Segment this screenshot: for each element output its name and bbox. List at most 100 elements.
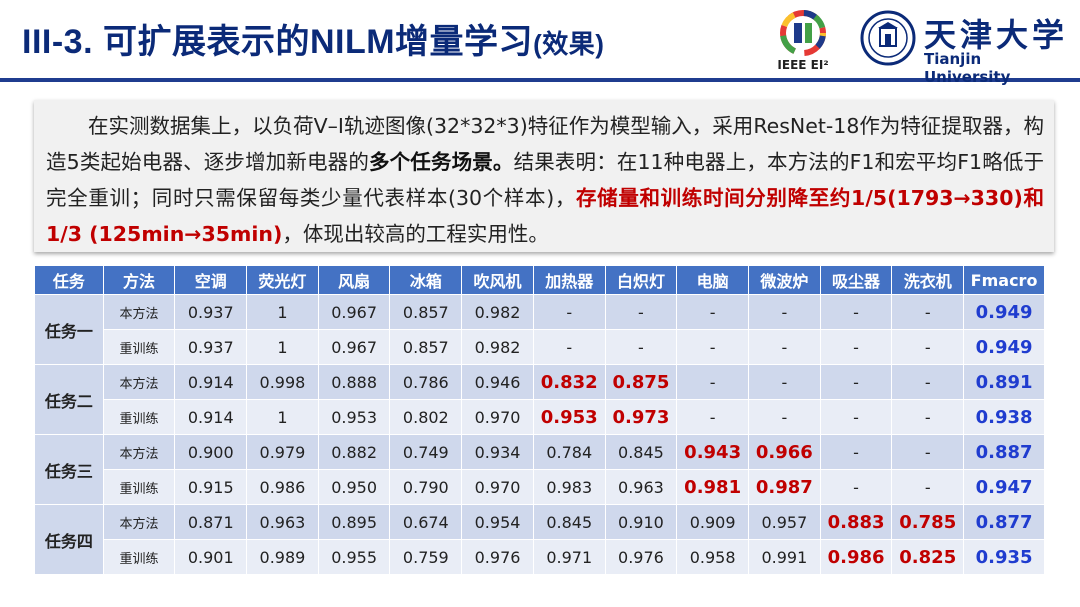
value-cell: 0.901 — [174, 539, 248, 575]
value-cell: - — [604, 294, 678, 330]
value-cell: - — [604, 329, 678, 365]
new-appliance-cell: 0.953 — [532, 399, 606, 435]
ieee-ei-emblem-icon — [780, 10, 826, 56]
value-cell: - — [532, 329, 606, 365]
fmacro-cell: 0.938 — [963, 399, 1045, 435]
university-name-en: Tianjin University — [924, 50, 1011, 86]
header-fmacro: Fmacro — [963, 265, 1045, 295]
header-incandescent-lamp: 白炽灯 — [604, 265, 678, 295]
new-appliance-cell: 0.987 — [748, 469, 821, 505]
summary-text-2: 结果表明：在11种电器上，本方法的F1和宏平均F1略低于完全重训；同时只需保留每… — [46, 150, 1045, 210]
summary-text-3: ，体现出较高的工程实用性。 — [282, 222, 549, 246]
value-cell: - — [676, 399, 749, 435]
header-air-conditioner: 空调 — [174, 265, 248, 295]
table-row: 任务三 本方法 0.900 0.979 0.882 0.749 0.934 0.… — [34, 434, 1045, 505]
table-row: 重训练 0.937 1 0.967 0.857 0.982 - - - - - … — [35, 329, 1045, 365]
value-cell: 0.979 — [246, 434, 319, 470]
value-cell: 0.982 — [461, 329, 534, 365]
value-cell: 0.914 — [174, 399, 248, 435]
value-cell: - — [891, 434, 965, 470]
value-cell: - — [891, 469, 965, 505]
slide-title-sub: (效果) — [533, 29, 605, 59]
value-cell: 0.957 — [748, 504, 821, 540]
table-row: 重训练 0.901 0.989 0.955 0.759 0.976 0.971 … — [35, 539, 1045, 575]
value-cell: 0.967 — [317, 294, 391, 330]
value-cell: - — [819, 399, 893, 435]
value-cell: - — [748, 399, 821, 435]
value-cell: - — [891, 294, 965, 330]
value-cell: - — [748, 364, 821, 400]
table-row: 任务一 本方法 0.937 1 0.967 0.857 0.982 - - - … — [34, 294, 1045, 365]
value-cell: - — [819, 294, 893, 330]
new-appliance-cell: 0.973 — [604, 399, 678, 435]
university-name-cn: 天津大学 — [924, 16, 1069, 54]
value-cell: - — [891, 329, 965, 365]
fmacro-cell: 0.935 — [963, 539, 1045, 575]
value-cell: 0.674 — [389, 504, 463, 540]
table-row: 重训练 0.914 1 0.953 0.802 0.970 0.953 0.97… — [35, 399, 1045, 435]
fmacro-cell: 0.949 — [963, 329, 1045, 365]
summary-paragraph: 在实测数据集上，以负荷V–I轨迹图像(32*32*3)特征作为模型输入，采用Re… — [34, 100, 1054, 252]
value-cell: 0.934 — [461, 434, 534, 470]
task-label: 任务四 — [34, 504, 104, 575]
fmacro-cell: 0.877 — [963, 504, 1045, 540]
value-cell: 0.970 — [461, 469, 534, 505]
value-cell: 0.950 — [317, 469, 391, 505]
value-cell: 0.871 — [174, 504, 248, 540]
summary-text-1: 在实测数据集上，以负荷V–I轨迹图像(32*32*3)特征作为模型输入，采用Re… — [46, 114, 1044, 174]
value-cell: 0.953 — [317, 399, 391, 435]
method-cell: 本方法 — [102, 504, 176, 540]
value-cell: - — [891, 364, 965, 400]
method-cell: 本方法 — [102, 364, 176, 400]
slide-title: III-3. 可扩展表示的NILM增量学习(效果) — [22, 14, 604, 63]
value-cell: - — [819, 329, 893, 365]
header-hair-dryer: 吹风机 — [461, 265, 534, 295]
new-appliance-cell: 0.981 — [676, 469, 749, 505]
header-computer: 电脑 — [676, 265, 749, 295]
value-cell: 0.857 — [389, 329, 463, 365]
fmacro-cell: 0.891 — [963, 364, 1045, 400]
table-row: 重训练 0.915 0.986 0.950 0.790 0.970 0.983 … — [35, 469, 1045, 505]
value-cell: 0.982 — [461, 294, 534, 330]
value-cell: 0.845 — [532, 504, 606, 540]
value-cell: - — [819, 364, 893, 400]
header-washer: 洗衣机 — [891, 265, 965, 295]
new-appliance-cell: 0.966 — [748, 434, 821, 470]
fmacro-cell: 0.887 — [963, 434, 1045, 470]
value-cell: 0.954 — [461, 504, 534, 540]
value-cell: 0.986 — [246, 469, 319, 505]
value-cell: 0.955 — [317, 539, 391, 575]
slide-title-main: III-3. 可扩展表示的NILM增量学习 — [22, 23, 534, 61]
fmacro-cell: 0.947 — [963, 469, 1045, 505]
value-cell: 0.976 — [604, 539, 678, 575]
new-appliance-cell: 0.943 — [676, 434, 749, 470]
value-cell: 0.845 — [604, 434, 678, 470]
value-cell: 0.971 — [532, 539, 606, 575]
value-cell: - — [819, 434, 893, 470]
value-cell: - — [819, 469, 893, 505]
value-cell: 0.937 — [174, 329, 248, 365]
method-cell: 本方法 — [102, 434, 176, 470]
value-cell: 0.759 — [389, 539, 463, 575]
ieee-ei-caption: IEEE EI² — [777, 58, 829, 72]
value-cell: 0.857 — [389, 294, 463, 330]
table-header-row: 任务 方法 空调 荧光灯 风扇 冰箱 吹风机 加热器 白炽灯 电脑 微波炉 吸尘… — [34, 265, 1045, 295]
table-row: 任务四 本方法 0.871 0.963 0.895 0.674 0.954 0.… — [34, 504, 1045, 575]
value-cell: - — [676, 294, 749, 330]
method-cell: 重训练 — [102, 329, 176, 365]
value-cell: - — [676, 364, 749, 400]
value-cell: 0.989 — [246, 539, 319, 575]
value-cell: 0.963 — [246, 504, 319, 540]
header-fridge: 冰箱 — [389, 265, 463, 295]
table-row: 任务二 本方法 0.914 0.998 0.888 0.786 0.946 0.… — [34, 364, 1045, 435]
value-cell: 0.802 — [389, 399, 463, 435]
value-cell: 0.914 — [174, 364, 248, 400]
value-cell: 0.910 — [604, 504, 678, 540]
value-cell: 0.946 — [461, 364, 534, 400]
new-appliance-cell: 0.883 — [819, 504, 893, 540]
header-task: 任务 — [34, 265, 104, 295]
value-cell: 0.784 — [532, 434, 606, 470]
value-cell: 0.937 — [174, 294, 248, 330]
value-cell: 0.967 — [317, 329, 391, 365]
header-heater: 加热器 — [532, 265, 606, 295]
